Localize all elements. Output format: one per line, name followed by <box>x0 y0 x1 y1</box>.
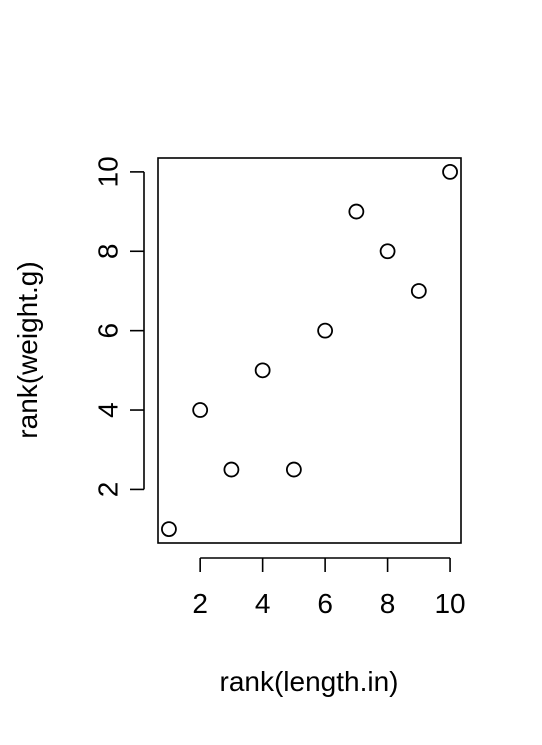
plot-frame <box>157 157 462 544</box>
x-tick-label: 2 <box>192 588 208 619</box>
data-point <box>223 461 240 478</box>
data-point <box>254 362 271 379</box>
data-point <box>379 243 396 260</box>
x-axis-title: rank(length.in) <box>220 666 399 697</box>
y-tick-label: 4 <box>92 402 123 418</box>
y-tick-label: 2 <box>92 482 123 498</box>
x-tick-label: 8 <box>380 588 396 619</box>
data-point <box>161 521 177 538</box>
x-axis: 2 4 6 8 10 <box>192 557 466 619</box>
data-point <box>285 461 302 478</box>
data-point <box>317 322 334 339</box>
y-axis-title: rank(weight.g) <box>12 261 43 438</box>
data-points <box>161 163 458 538</box>
plot-area <box>157 157 462 544</box>
y-tick-label: 10 <box>92 156 123 187</box>
data-point <box>442 163 458 180</box>
y-tick-label: 6 <box>92 323 123 339</box>
y-axis: 2 4 6 8 10 <box>92 156 145 498</box>
x-tick-label: 4 <box>255 588 271 619</box>
x-tick-label: 10 <box>434 588 465 619</box>
x-tick-label: 6 <box>317 588 333 619</box>
y-tick-label: 8 <box>92 243 123 259</box>
data-point <box>348 203 365 220</box>
data-point <box>192 402 209 418</box>
data-point <box>410 283 427 299</box>
